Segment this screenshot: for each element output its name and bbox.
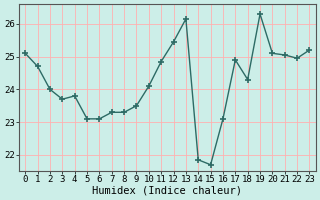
X-axis label: Humidex (Indice chaleur): Humidex (Indice chaleur) (92, 186, 242, 196)
